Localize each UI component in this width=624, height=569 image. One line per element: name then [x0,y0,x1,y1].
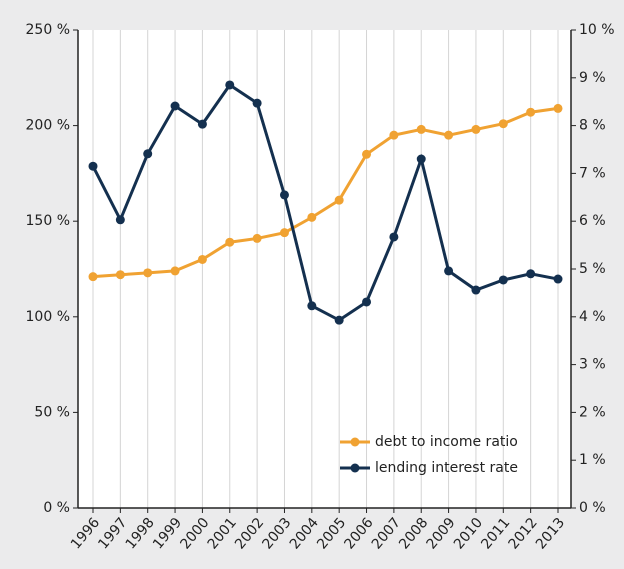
legend-marker [350,437,360,447]
series-point [471,124,481,134]
series-point [526,107,536,117]
series-point [170,266,180,276]
series-point [362,297,372,307]
series-point [498,275,508,285]
series-point [389,232,399,242]
series-line [91,82,559,322]
series-point [526,269,536,279]
series-point [252,98,262,108]
legend-label: debt to income ratio [375,434,518,450]
series-point [389,130,399,140]
y2-tick-label: 8 % [579,118,606,134]
series-point [143,149,153,159]
series-point [444,266,454,276]
series-point [279,228,289,238]
series-point [416,124,426,134]
series-point [553,274,563,284]
series-point [197,119,207,129]
series-point [307,212,317,222]
y-tick-label: 50 % [34,404,70,420]
y2-tick-label: 4 % [579,309,606,325]
y2-tick-label: 0 % [579,500,606,516]
series-point [334,195,344,205]
series-point [252,233,262,243]
y2-tick-label: 9 % [579,70,606,86]
y2-tick-label: 6 % [579,213,606,229]
legend-label: lending interest rate [375,460,518,476]
series-point [225,80,235,90]
y-tick-label: 0 % [43,500,70,516]
plot-area [78,30,571,508]
y2-tick-label: 10 % [579,22,615,38]
series-point [416,154,426,164]
series-point [88,272,98,282]
series-point [88,161,98,171]
series-point [279,190,289,200]
y-tick-label: 150 % [26,213,70,229]
y-tick-label: 100 % [26,309,70,325]
series-line [92,106,559,279]
y2-tick-label: 2 % [579,404,606,420]
series-point [115,270,125,280]
series-point [334,315,344,325]
y-tick-label: 250 % [26,22,70,38]
series-point [362,149,372,159]
y-tick-label: 200 % [26,118,70,134]
series-point [553,103,563,113]
series-point [225,237,235,247]
series-point [170,101,180,111]
legend-marker [350,463,360,473]
series-point [307,301,317,311]
y2-tick-label: 7 % [579,165,606,181]
y2-tick-label: 1 % [579,452,606,468]
series-point [498,119,508,129]
series-point [143,268,153,278]
y2-tick-label: 3 % [579,357,606,373]
series-point [471,285,481,295]
series-point [444,130,454,140]
y2-tick-label: 5 % [579,261,606,277]
series-point [115,215,125,225]
series-point [197,254,207,264]
